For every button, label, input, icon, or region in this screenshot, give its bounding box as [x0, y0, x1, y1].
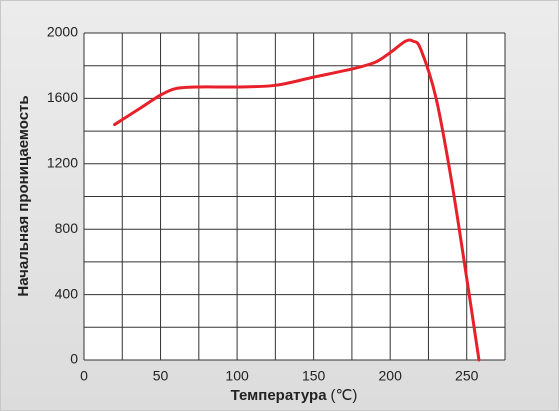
x-tick-label: 150 [302, 368, 326, 384]
x-tick-label: 250 [455, 368, 479, 384]
y-tick-label: 1200 [47, 155, 78, 171]
y-tick-label: 0 [70, 351, 78, 367]
x-axis-label: Температура (℃) [231, 387, 358, 404]
x-tick-label: 100 [225, 368, 249, 384]
y-axis-label: Начальная проницаемость [15, 95, 32, 296]
x-tick-label: 0 [80, 368, 88, 384]
x-axis-label-main: Температура [231, 387, 328, 404]
x-tick-label: 50 [153, 368, 169, 384]
y-tick-label: 800 [55, 220, 79, 236]
x-axis-unit: (℃) [331, 387, 358, 404]
y-tick-label: 1600 [47, 89, 78, 105]
y-tick-label: 2000 [47, 24, 78, 40]
y-tick-label: 400 [55, 285, 79, 301]
x-tick-label: 200 [379, 368, 403, 384]
line-series [113, 38, 481, 362]
